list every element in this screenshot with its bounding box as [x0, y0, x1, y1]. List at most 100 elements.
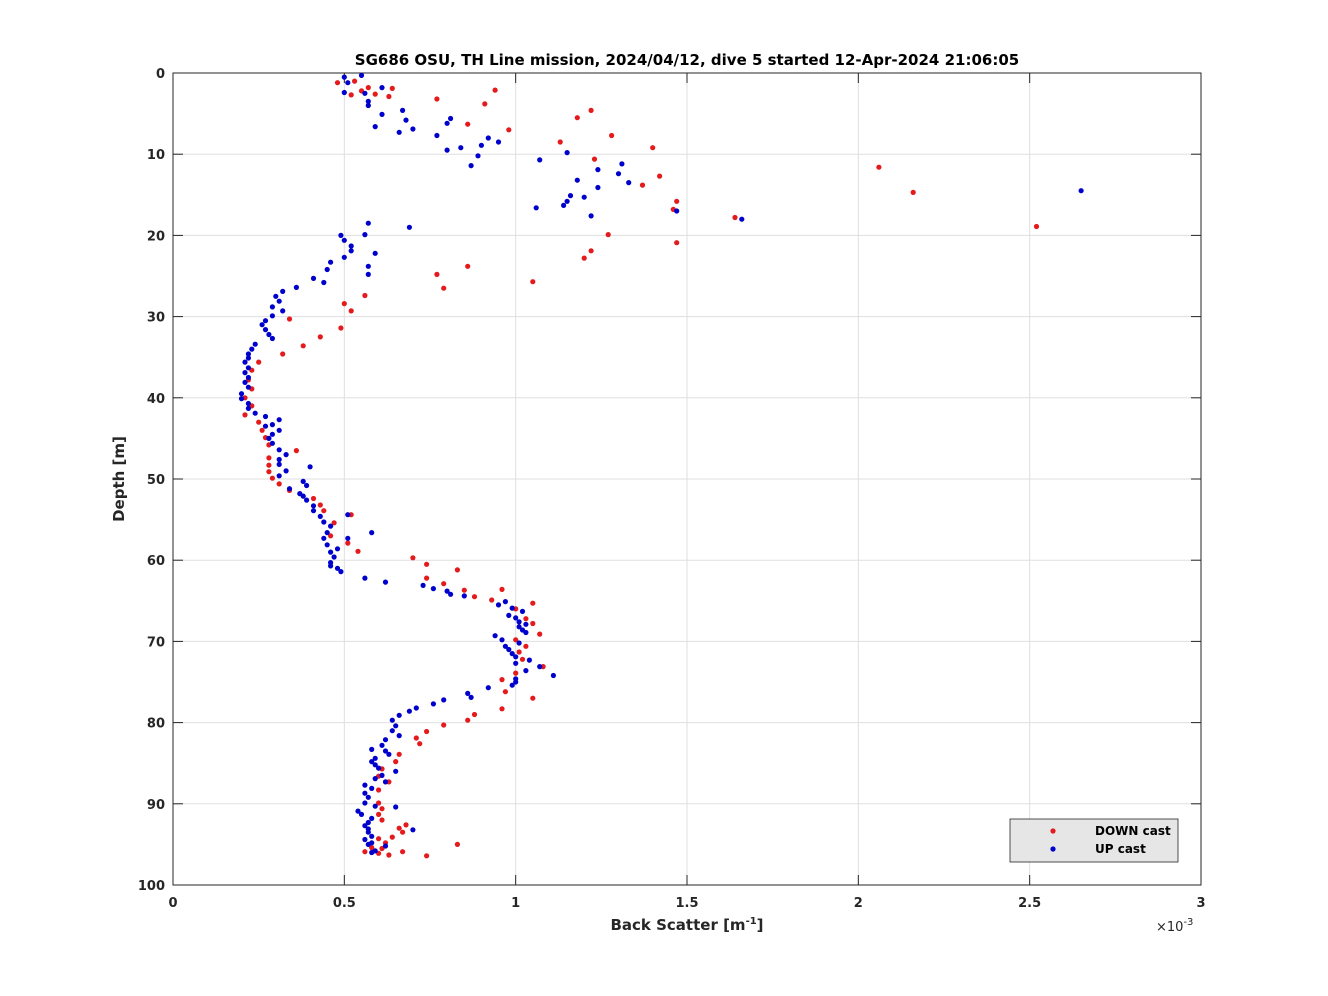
up-cast-point — [509, 605, 515, 611]
up-cast-point — [310, 508, 317, 514]
down-cast-point — [331, 520, 337, 526]
up-cast-point — [396, 712, 402, 718]
down-cast-point — [454, 567, 460, 573]
up-cast-point — [283, 468, 289, 474]
up-cast-point — [519, 608, 526, 615]
up-cast-point — [358, 811, 365, 818]
up-cast-point — [406, 224, 412, 230]
up-cast-point — [499, 637, 505, 643]
down-cast-point — [321, 508, 327, 514]
up-cast-point — [485, 685, 491, 691]
up-cast-point — [533, 205, 539, 211]
up-cast-point — [269, 440, 275, 446]
down-cast-point — [376, 836, 382, 842]
up-cast-point — [331, 554, 337, 560]
up-cast-point — [1078, 188, 1084, 194]
down-cast-point — [434, 96, 440, 102]
down-cast-point — [499, 677, 505, 683]
up-cast-point — [328, 523, 334, 529]
up-cast-point — [506, 612, 512, 619]
up-cast-point — [238, 396, 245, 402]
down-cast-point — [657, 173, 663, 179]
down-cast-point — [461, 587, 467, 593]
up-cast-point — [348, 243, 354, 249]
up-cast-point — [615, 171, 622, 177]
up-cast-point — [502, 599, 508, 605]
up-cast-point — [259, 322, 265, 328]
down-cast-point — [355, 548, 361, 554]
up-cast-point — [567, 193, 574, 199]
up-cast-point — [513, 660, 519, 666]
up-cast-point — [324, 266, 330, 273]
y-tick-label: 60 — [147, 554, 165, 569]
down-cast-point — [403, 822, 409, 828]
up-cast-point — [581, 194, 587, 200]
up-cast-point — [365, 794, 371, 800]
legend: DOWN cast UP cast — [1009, 818, 1179, 863]
up-cast-point — [523, 668, 529, 674]
up-cast-point — [365, 220, 371, 226]
up-cast-point — [448, 591, 454, 597]
up-cast-point — [513, 615, 519, 621]
up-cast-point — [430, 701, 436, 707]
down-cast-point — [471, 594, 478, 600]
down-cast-point — [581, 255, 587, 261]
down-cast-point — [345, 540, 351, 546]
up-cast-point — [362, 836, 368, 843]
y-tick-label: 20 — [147, 229, 165, 244]
x-tick-label: 1 — [511, 896, 520, 911]
up-cast-point — [365, 102, 371, 109]
up-cast-point — [358, 72, 365, 78]
down-cast-point — [424, 561, 430, 567]
down-cast-point — [300, 343, 306, 349]
up-cast-point — [300, 493, 306, 499]
down-cast-point — [269, 475, 275, 481]
down-cast-point — [674, 240, 680, 246]
down-cast-point — [389, 834, 395, 840]
up-cast-point — [242, 379, 248, 385]
up-cast-point — [266, 435, 272, 441]
up-cast-point — [365, 841, 371, 848]
up-cast-point — [372, 124, 378, 130]
up-cast-point — [252, 410, 258, 416]
up-cast-point — [537, 157, 543, 163]
up-cast-point — [458, 145, 464, 151]
up-cast-point — [413, 705, 419, 711]
up-cast-point — [619, 161, 625, 167]
down-cast-point — [410, 555, 416, 561]
down-cast-point — [317, 334, 323, 340]
up-cast-point — [269, 422, 275, 428]
down-cast-point — [639, 182, 646, 188]
up-cast-point — [369, 759, 375, 765]
down-cast-point — [530, 695, 536, 701]
up-cast-point — [492, 633, 498, 639]
up-cast-point — [245, 405, 251, 411]
up-cast-point — [369, 530, 375, 536]
y-axis-label: Depth [m] — [110, 436, 128, 522]
up-cast-point — [468, 694, 474, 701]
down-cast-point — [499, 586, 505, 593]
up-cast-point — [280, 288, 286, 294]
up-cast-point — [537, 664, 543, 670]
legend-label-down-cast: DOWN cast — [1095, 824, 1171, 838]
up-cast-point — [372, 755, 378, 761]
down-cast-point — [482, 101, 488, 107]
down-cast-point — [876, 164, 882, 170]
y-tick-label: 100 — [138, 879, 165, 894]
up-cast-point — [502, 643, 508, 649]
up-cast-point — [345, 512, 351, 518]
down-cast-point — [310, 495, 317, 502]
up-cast-point — [365, 819, 371, 826]
up-cast-point — [523, 629, 529, 636]
down-cast-point — [266, 462, 272, 468]
up-cast-point — [382, 748, 389, 754]
down-cast-point — [502, 689, 508, 695]
down-cast-point — [732, 214, 738, 221]
down-cast-point — [348, 92, 354, 98]
up-cast-point — [509, 651, 515, 657]
up-cast-point — [403, 117, 409, 123]
up-cast-point — [304, 482, 310, 489]
up-cast-point — [269, 431, 275, 437]
down-cast-point — [499, 706, 505, 712]
up-cast-point — [321, 535, 327, 541]
